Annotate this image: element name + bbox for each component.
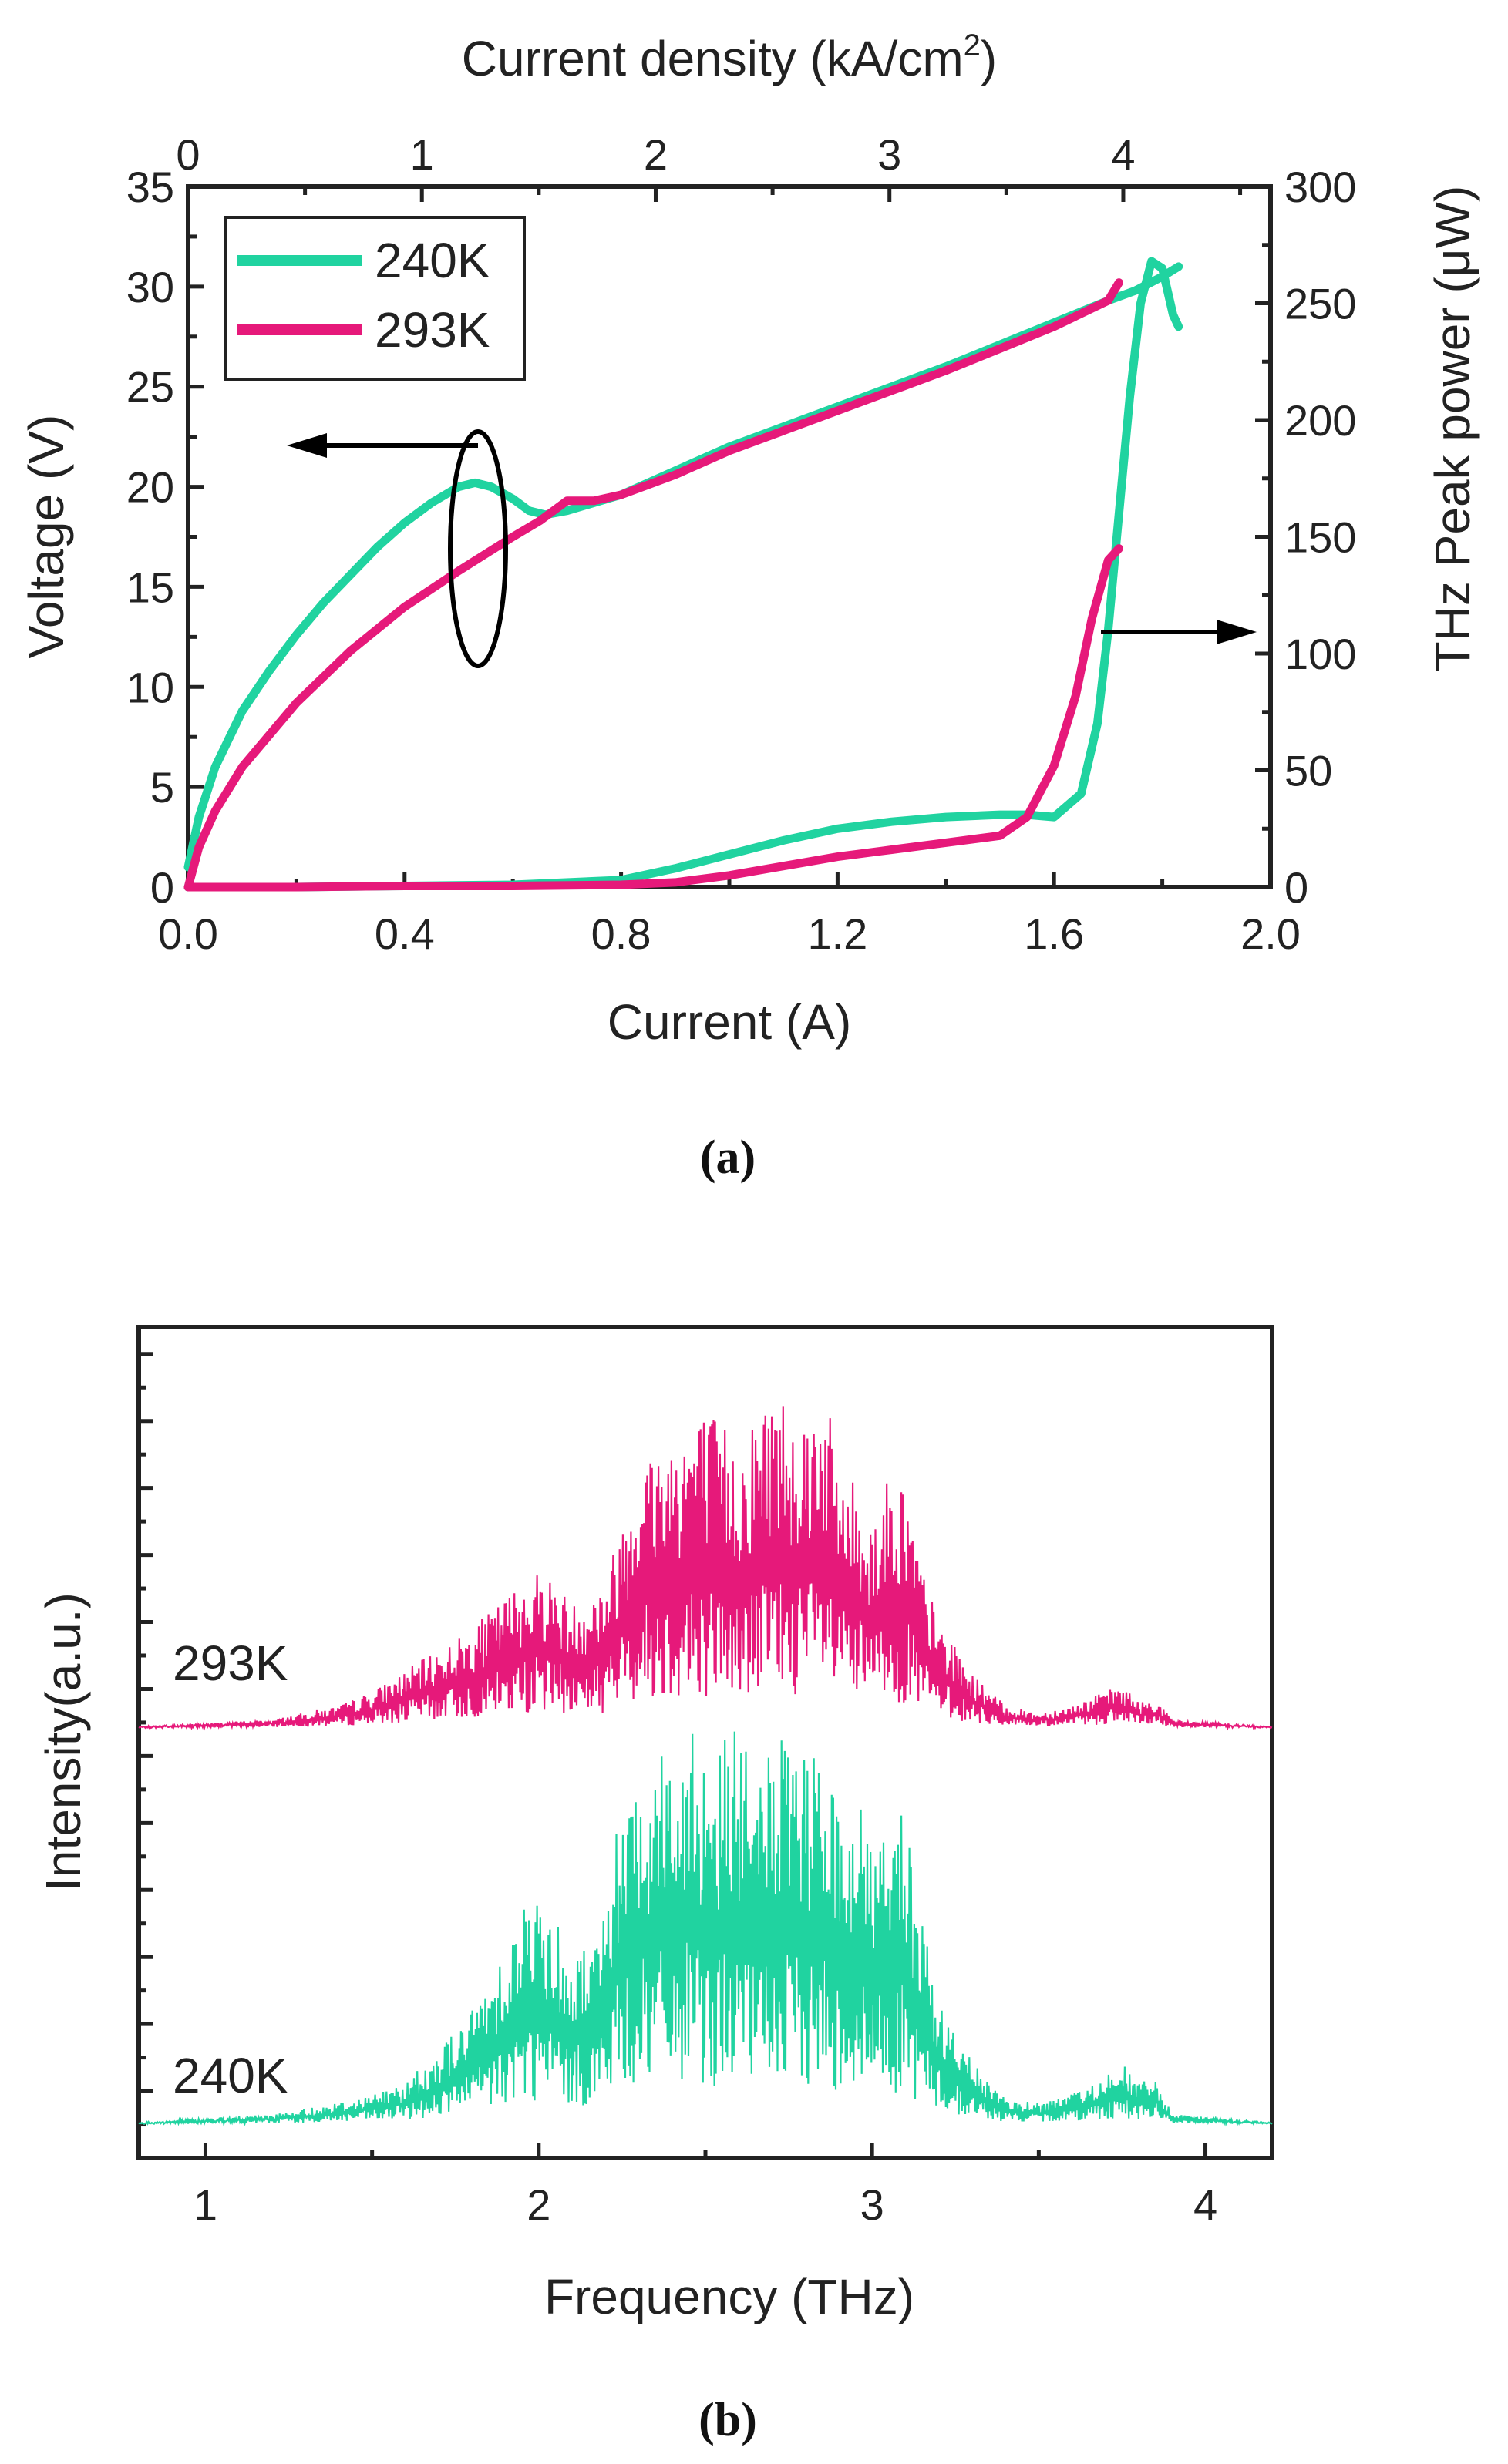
y-tick-label: 10 bbox=[126, 663, 174, 711]
spectrum-label-240K: 240K bbox=[173, 2048, 288, 2103]
x2-tick-label: 4 bbox=[1111, 130, 1135, 179]
spectrum-240K bbox=[138, 1731, 1273, 2127]
x2-tick-label: 0 bbox=[176, 130, 200, 179]
x-tick-label: 0.0 bbox=[158, 909, 218, 958]
x-axis-title: Current (A) bbox=[608, 994, 852, 1050]
legend: 240K 293K bbox=[224, 216, 526, 381]
x2-axis-title: Current density (kA/cm2) bbox=[462, 29, 997, 86]
x-tick-label: 1.6 bbox=[1024, 909, 1084, 958]
spectrum-293K bbox=[138, 1406, 1273, 1731]
y-tick-label: 0 bbox=[150, 863, 174, 912]
spectrum-label-293K: 293K bbox=[173, 1635, 288, 1691]
x-tick-label: 0.4 bbox=[375, 909, 435, 958]
x2-axis-title-superscript: 2 bbox=[964, 29, 981, 62]
series-voltage-293K bbox=[183, 278, 1123, 892]
panel-a-series bbox=[183, 257, 1183, 892]
legend-label-293K: 293K bbox=[375, 302, 490, 358]
x2-tick-label: 2 bbox=[644, 130, 668, 179]
x2-axis-title-prefix: Current density (kA/cm bbox=[462, 31, 964, 86]
voltage-curves-ellipse bbox=[448, 429, 508, 668]
panel-b-spectra bbox=[138, 1406, 1273, 2127]
y-tick-label: 20 bbox=[126, 463, 174, 512]
y2-tick-label: 150 bbox=[1284, 513, 1356, 562]
x2-axis-title-suffix: ) bbox=[981, 31, 997, 86]
x2-tick-label: 1 bbox=[410, 130, 434, 179]
y-tick-label: 5 bbox=[150, 763, 174, 812]
x2-tick-label: 3 bbox=[877, 130, 901, 179]
panel-a: 0.0 0.4 0.8 1.2 1.6 2.00 1 2 3 405101520253035050… bbox=[19, 29, 1480, 1184]
frequency-axis-title: Frequency (THz) bbox=[544, 2269, 914, 2324]
panel-b-caption: (b) bbox=[698, 2394, 757, 2446]
panel-b: 1 2 3 4 293K 240K Frequency (THz) Intensity… bbox=[35, 1325, 1274, 2446]
x-tick-label: 0.8 bbox=[591, 909, 651, 958]
x-tick-label: 2.0 bbox=[1240, 909, 1301, 958]
series-power-293K bbox=[183, 544, 1123, 892]
left-axis-arrow-head bbox=[287, 433, 327, 458]
y2-tick-label: 100 bbox=[1284, 630, 1356, 678]
frequency-tick-label: 2 bbox=[527, 2180, 550, 2229]
y2-tick-label: 300 bbox=[1284, 163, 1356, 211]
y-axis-title: Voltage (V) bbox=[19, 415, 74, 659]
panel-b-ticks bbox=[139, 1352, 1208, 2158]
y-tick-label: 25 bbox=[126, 363, 174, 412]
intensity-axis-title: Intensity(a.u.) bbox=[35, 1592, 91, 1891]
right-axis-arrow-head bbox=[1217, 620, 1257, 644]
frequency-tick-label: 3 bbox=[860, 2180, 884, 2229]
x-tick-label: 1.2 bbox=[807, 909, 867, 958]
y-tick-label: 30 bbox=[126, 263, 174, 311]
legend-box bbox=[224, 216, 526, 381]
panel-a-tick-labels: 0.0 0.4 0.8 1.2 1.6 2.00 1 2 3 405101520253035050… bbox=[126, 130, 1357, 958]
panel-a-caption: (a) bbox=[700, 1131, 756, 1184]
y-tick-label: 35 bbox=[126, 163, 174, 211]
y2-tick-label: 200 bbox=[1284, 396, 1356, 445]
y2-tick-label: 250 bbox=[1284, 280, 1356, 328]
panel-b-tick-labels: 1 2 3 4 bbox=[194, 2180, 1217, 2229]
frequency-tick-label: 4 bbox=[1193, 2180, 1217, 2229]
y-tick-label: 15 bbox=[126, 563, 174, 611]
legend-label-240K: 240K bbox=[375, 233, 490, 288]
y2-tick-label: 0 bbox=[1284, 863, 1308, 912]
frequency-tick-label: 1 bbox=[194, 2180, 217, 2229]
y2-tick-label: 50 bbox=[1284, 747, 1332, 795]
y2-axis-title: THz Peak power (μW) bbox=[1425, 186, 1480, 672]
